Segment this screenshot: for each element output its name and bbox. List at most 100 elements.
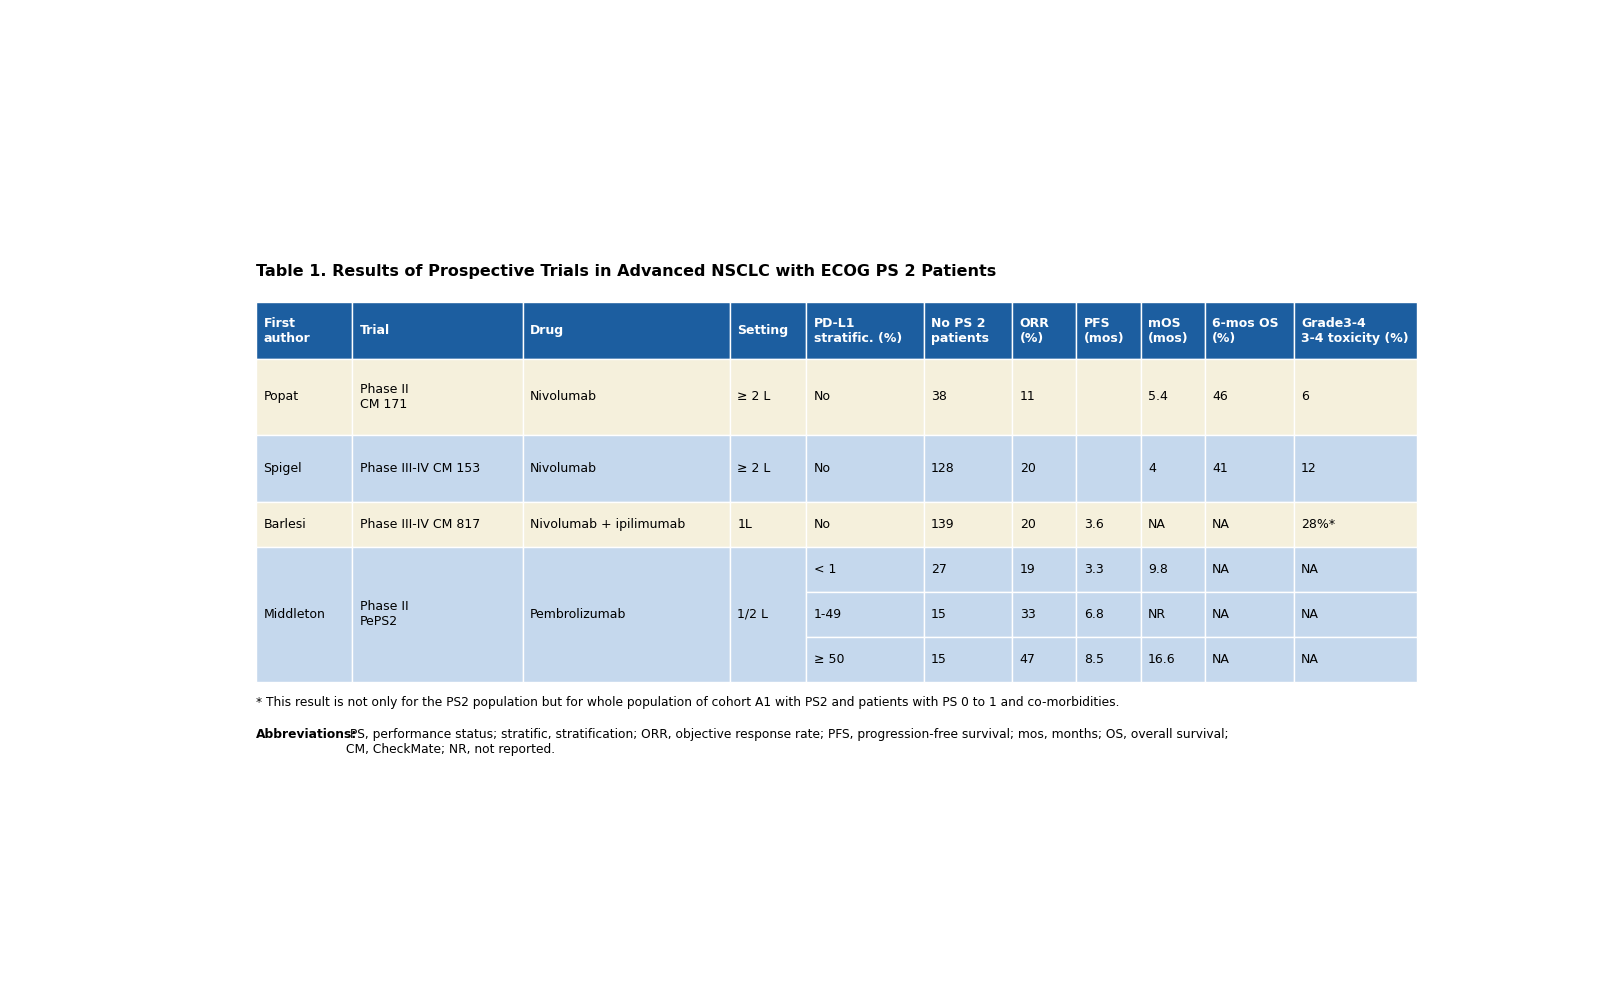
Text: 1-49: 1-49 — [814, 608, 843, 621]
Bar — [1077, 547, 1141, 592]
Text: NA: NA — [1149, 519, 1166, 531]
Bar — [522, 435, 731, 502]
Bar — [522, 303, 731, 359]
Text: Setting: Setting — [737, 324, 788, 337]
Text: 139: 139 — [931, 519, 955, 531]
Text: Nivolumab: Nivolumab — [530, 462, 598, 475]
Bar — [522, 502, 731, 547]
Text: 9.8: 9.8 — [1149, 563, 1168, 576]
Bar — [352, 547, 522, 681]
Bar — [806, 502, 923, 547]
Bar — [1205, 592, 1293, 637]
Text: Abbreviations:: Abbreviations: — [256, 729, 357, 741]
Bar — [1205, 303, 1293, 359]
Bar — [923, 502, 1012, 547]
Text: 38: 38 — [931, 390, 947, 403]
Text: No: No — [814, 519, 831, 531]
Bar — [1012, 435, 1077, 502]
Bar — [731, 547, 806, 681]
Text: NA: NA — [1301, 653, 1318, 665]
Text: 15: 15 — [931, 608, 947, 621]
Bar — [806, 435, 923, 502]
Text: 19: 19 — [1020, 563, 1035, 576]
Text: No: No — [814, 390, 831, 403]
Text: Pembrolizumab: Pembrolizumab — [530, 608, 626, 621]
Text: Nivolumab + ipilimumab: Nivolumab + ipilimumab — [530, 519, 686, 531]
Bar — [731, 303, 806, 359]
Text: 6: 6 — [1301, 390, 1309, 403]
Text: NA: NA — [1301, 608, 1318, 621]
Text: NA: NA — [1301, 563, 1318, 576]
Bar — [1012, 359, 1077, 435]
Text: 3.3: 3.3 — [1085, 563, 1104, 576]
Bar — [352, 435, 522, 502]
Text: mOS
(mos): mOS (mos) — [1149, 317, 1189, 345]
Text: 47: 47 — [1020, 653, 1035, 665]
Bar — [1077, 303, 1141, 359]
Bar — [1141, 502, 1205, 547]
Bar — [352, 303, 522, 359]
Text: Table 1. Results of Prospective Trials in Advanced NSCLC with ECOG PS 2 Patients: Table 1. Results of Prospective Trials i… — [256, 264, 996, 279]
Bar — [1141, 547, 1205, 592]
Text: 3.6: 3.6 — [1085, 519, 1104, 531]
Bar — [923, 359, 1012, 435]
Bar — [1012, 592, 1077, 637]
Text: 1/2 L: 1/2 L — [737, 608, 769, 621]
Bar — [1141, 435, 1205, 502]
Bar — [1293, 303, 1418, 359]
Text: 27: 27 — [931, 563, 947, 576]
Bar — [1012, 637, 1077, 681]
Text: PS, performance status; stratific, stratification; ORR, objective response rate;: PS, performance status; stratific, strat… — [346, 729, 1229, 756]
Text: Spigel: Spigel — [264, 462, 303, 475]
Text: Barlesi: Barlesi — [264, 519, 306, 531]
Text: No PS 2
patients: No PS 2 patients — [931, 317, 988, 345]
Text: Phase II
PePS2: Phase II PePS2 — [360, 600, 409, 628]
Bar — [256, 547, 352, 681]
Text: Drug: Drug — [530, 324, 564, 337]
Bar — [1293, 592, 1418, 637]
Text: 4: 4 — [1149, 462, 1157, 475]
Text: Middleton: Middleton — [264, 608, 325, 621]
Text: Phase III-IV CM 153: Phase III-IV CM 153 — [360, 462, 481, 475]
Bar — [522, 359, 731, 435]
Bar — [1141, 303, 1205, 359]
Bar — [1205, 435, 1293, 502]
Text: NA: NA — [1213, 563, 1230, 576]
Text: NA: NA — [1213, 519, 1230, 531]
Bar — [1141, 592, 1205, 637]
Bar — [731, 435, 806, 502]
Bar — [1141, 359, 1205, 435]
Bar — [256, 303, 352, 359]
Bar — [1205, 502, 1293, 547]
Bar — [923, 435, 1012, 502]
Bar — [1012, 502, 1077, 547]
Bar — [1205, 359, 1293, 435]
Bar — [1012, 547, 1077, 592]
Text: 11: 11 — [1020, 390, 1035, 403]
Bar — [806, 592, 923, 637]
Text: NR: NR — [1149, 608, 1166, 621]
Text: 5.4: 5.4 — [1149, 390, 1168, 403]
Bar — [1205, 547, 1293, 592]
Bar — [1293, 359, 1418, 435]
Bar — [352, 502, 522, 547]
Bar — [1293, 502, 1418, 547]
Bar — [1293, 547, 1418, 592]
Text: 128: 128 — [931, 462, 955, 475]
Text: Phase II
CM 171: Phase II CM 171 — [360, 383, 409, 411]
Bar — [923, 303, 1012, 359]
Text: 12: 12 — [1301, 462, 1317, 475]
Text: < 1: < 1 — [814, 563, 836, 576]
Text: 15: 15 — [931, 653, 947, 665]
Bar — [1077, 502, 1141, 547]
Bar — [352, 359, 522, 435]
Bar — [923, 547, 1012, 592]
Text: No: No — [814, 462, 831, 475]
Bar — [923, 592, 1012, 637]
Text: PD-L1
stratific. (%): PD-L1 stratific. (%) — [814, 317, 902, 345]
Text: PFS
(mos): PFS (mos) — [1085, 317, 1125, 345]
Bar — [1077, 435, 1141, 502]
Text: 28%*: 28%* — [1301, 519, 1334, 531]
Text: ≥ 2 L: ≥ 2 L — [737, 390, 771, 403]
Text: 20: 20 — [1020, 462, 1035, 475]
